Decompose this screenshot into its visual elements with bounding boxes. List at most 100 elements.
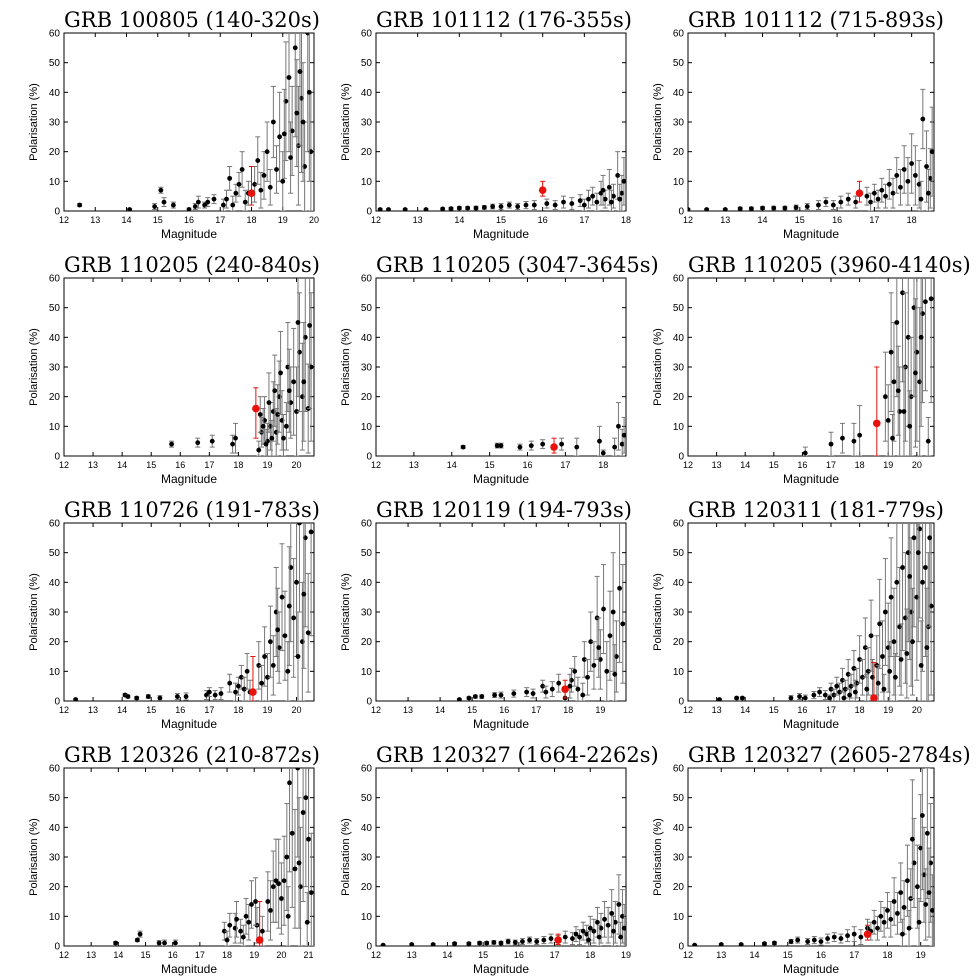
data-point: [601, 564, 607, 655]
data-marker: [238, 928, 244, 934]
y-tick-label: 40: [361, 88, 373, 99]
data-marker: [294, 110, 300, 116]
data-point: [890, 413, 896, 456]
data-marker: [692, 942, 698, 946]
x-tick-label: 18: [246, 215, 256, 225]
y-tick-label: 20: [361, 637, 373, 648]
y-tick-label: 20: [673, 882, 685, 893]
data-point: [923, 868, 929, 941]
data-marker: [926, 890, 932, 895]
data-marker: [739, 695, 745, 701]
data-point: [490, 203, 496, 210]
data-point: [804, 203, 810, 211]
data-marker: [544, 201, 550, 206]
data-point: [585, 658, 591, 696]
data-marker: [520, 939, 525, 944]
data-marker: [195, 440, 201, 446]
data-marker: [804, 204, 810, 209]
y-tick-label: 20: [49, 882, 61, 893]
x-tick-label: 18: [222, 950, 232, 960]
data-marker: [227, 922, 233, 928]
data-point: [295, 611, 301, 701]
data-point: [278, 330, 284, 415]
y-tick-label: 60: [673, 29, 685, 40]
data-marker: [285, 913, 291, 919]
data-point: [272, 354, 278, 427]
data-point: [548, 933, 554, 944]
data-marker: [274, 167, 279, 172]
data-point: [901, 145, 907, 194]
y-tick-label: 50: [361, 303, 373, 314]
data-marker: [505, 939, 511, 944]
data-layer: [77, 33, 314, 211]
chart-panel: GRB 101112 (176-355s) 12 13 14 15 16 17 18 0 10 20…: [312, 0, 634, 245]
x-tick-label: 13: [409, 460, 419, 470]
data-point: [847, 688, 853, 701]
data-point: [113, 940, 119, 946]
data-point: [530, 688, 536, 699]
data-marker: [901, 167, 907, 172]
x-tick-label: 16: [499, 705, 509, 715]
data-point: [760, 205, 766, 211]
data-marker: [506, 202, 512, 208]
chart-title: GRB 120327 (2605-2784s): [688, 743, 971, 767]
data-point: [575, 676, 581, 701]
y-tick-label: 20: [361, 882, 373, 893]
data-point: [894, 157, 900, 194]
data-point: [423, 207, 429, 211]
data-point: [186, 207, 192, 211]
x-tick-label: 17: [215, 215, 225, 225]
y-tick-label: 20: [673, 392, 685, 403]
data-point: [596, 425, 602, 456]
data-marker: [260, 423, 266, 429]
data-point: [616, 874, 622, 935]
data-point: [306, 33, 312, 182]
data-marker: [239, 167, 245, 172]
data-point: [925, 416, 931, 456]
highlight-point: [872, 366, 881, 456]
data-marker: [797, 694, 802, 699]
data-point: [920, 88, 926, 150]
highlight-marker: [561, 685, 569, 693]
data-marker: [152, 204, 158, 209]
data-marker: [838, 199, 844, 205]
chart-panel: GRB 120326 (210-872s) 12 13 14 15 16 17 18 19 20 2…: [0, 735, 322, 980]
data-point: [195, 437, 201, 448]
chart-panel: GRB 110205 (3960-4140s) 12 13 14 15 16 17 18 19 2…: [624, 245, 980, 490]
data-marker: [294, 579, 299, 585]
data-marker: [270, 663, 276, 668]
data-point: [402, 207, 408, 211]
data-point: [235, 676, 241, 696]
y-axis-label: Polarisation (%): [28, 83, 40, 161]
data-point: [898, 623, 904, 696]
data-point: [540, 439, 546, 450]
data-marker: [913, 370, 918, 376]
data-point: [567, 673, 573, 699]
data-point: [209, 434, 215, 448]
x-tick-label: 20: [912, 705, 922, 715]
data-point: [888, 537, 894, 657]
data-marker: [595, 919, 600, 925]
data-point: [472, 694, 478, 699]
data-marker: [230, 441, 236, 447]
data-marker: [282, 633, 288, 639]
data-marker: [894, 320, 900, 325]
data-marker: [857, 657, 863, 662]
data-marker: [409, 942, 415, 946]
data-point: [498, 203, 504, 211]
y-tick-label: 50: [361, 548, 373, 559]
data-marker: [924, 830, 930, 836]
data-point: [918, 180, 924, 211]
highlight-point: [255, 901, 264, 946]
data-marker: [847, 692, 853, 698]
data-marker: [285, 668, 291, 674]
data-marker: [929, 908, 934, 913]
chart-panel: GRB 120119 (194-793s) 12 13 14 15 16 17 18 19 0 10…: [312, 490, 634, 735]
data-point: [569, 197, 575, 211]
y-tick-label: 10: [49, 177, 61, 188]
data-point: [882, 558, 888, 666]
data-point: [291, 558, 297, 678]
x-axis-label: Magnitude: [161, 962, 217, 976]
y-tick-label: 0: [366, 452, 372, 463]
data-point: [877, 578, 883, 669]
